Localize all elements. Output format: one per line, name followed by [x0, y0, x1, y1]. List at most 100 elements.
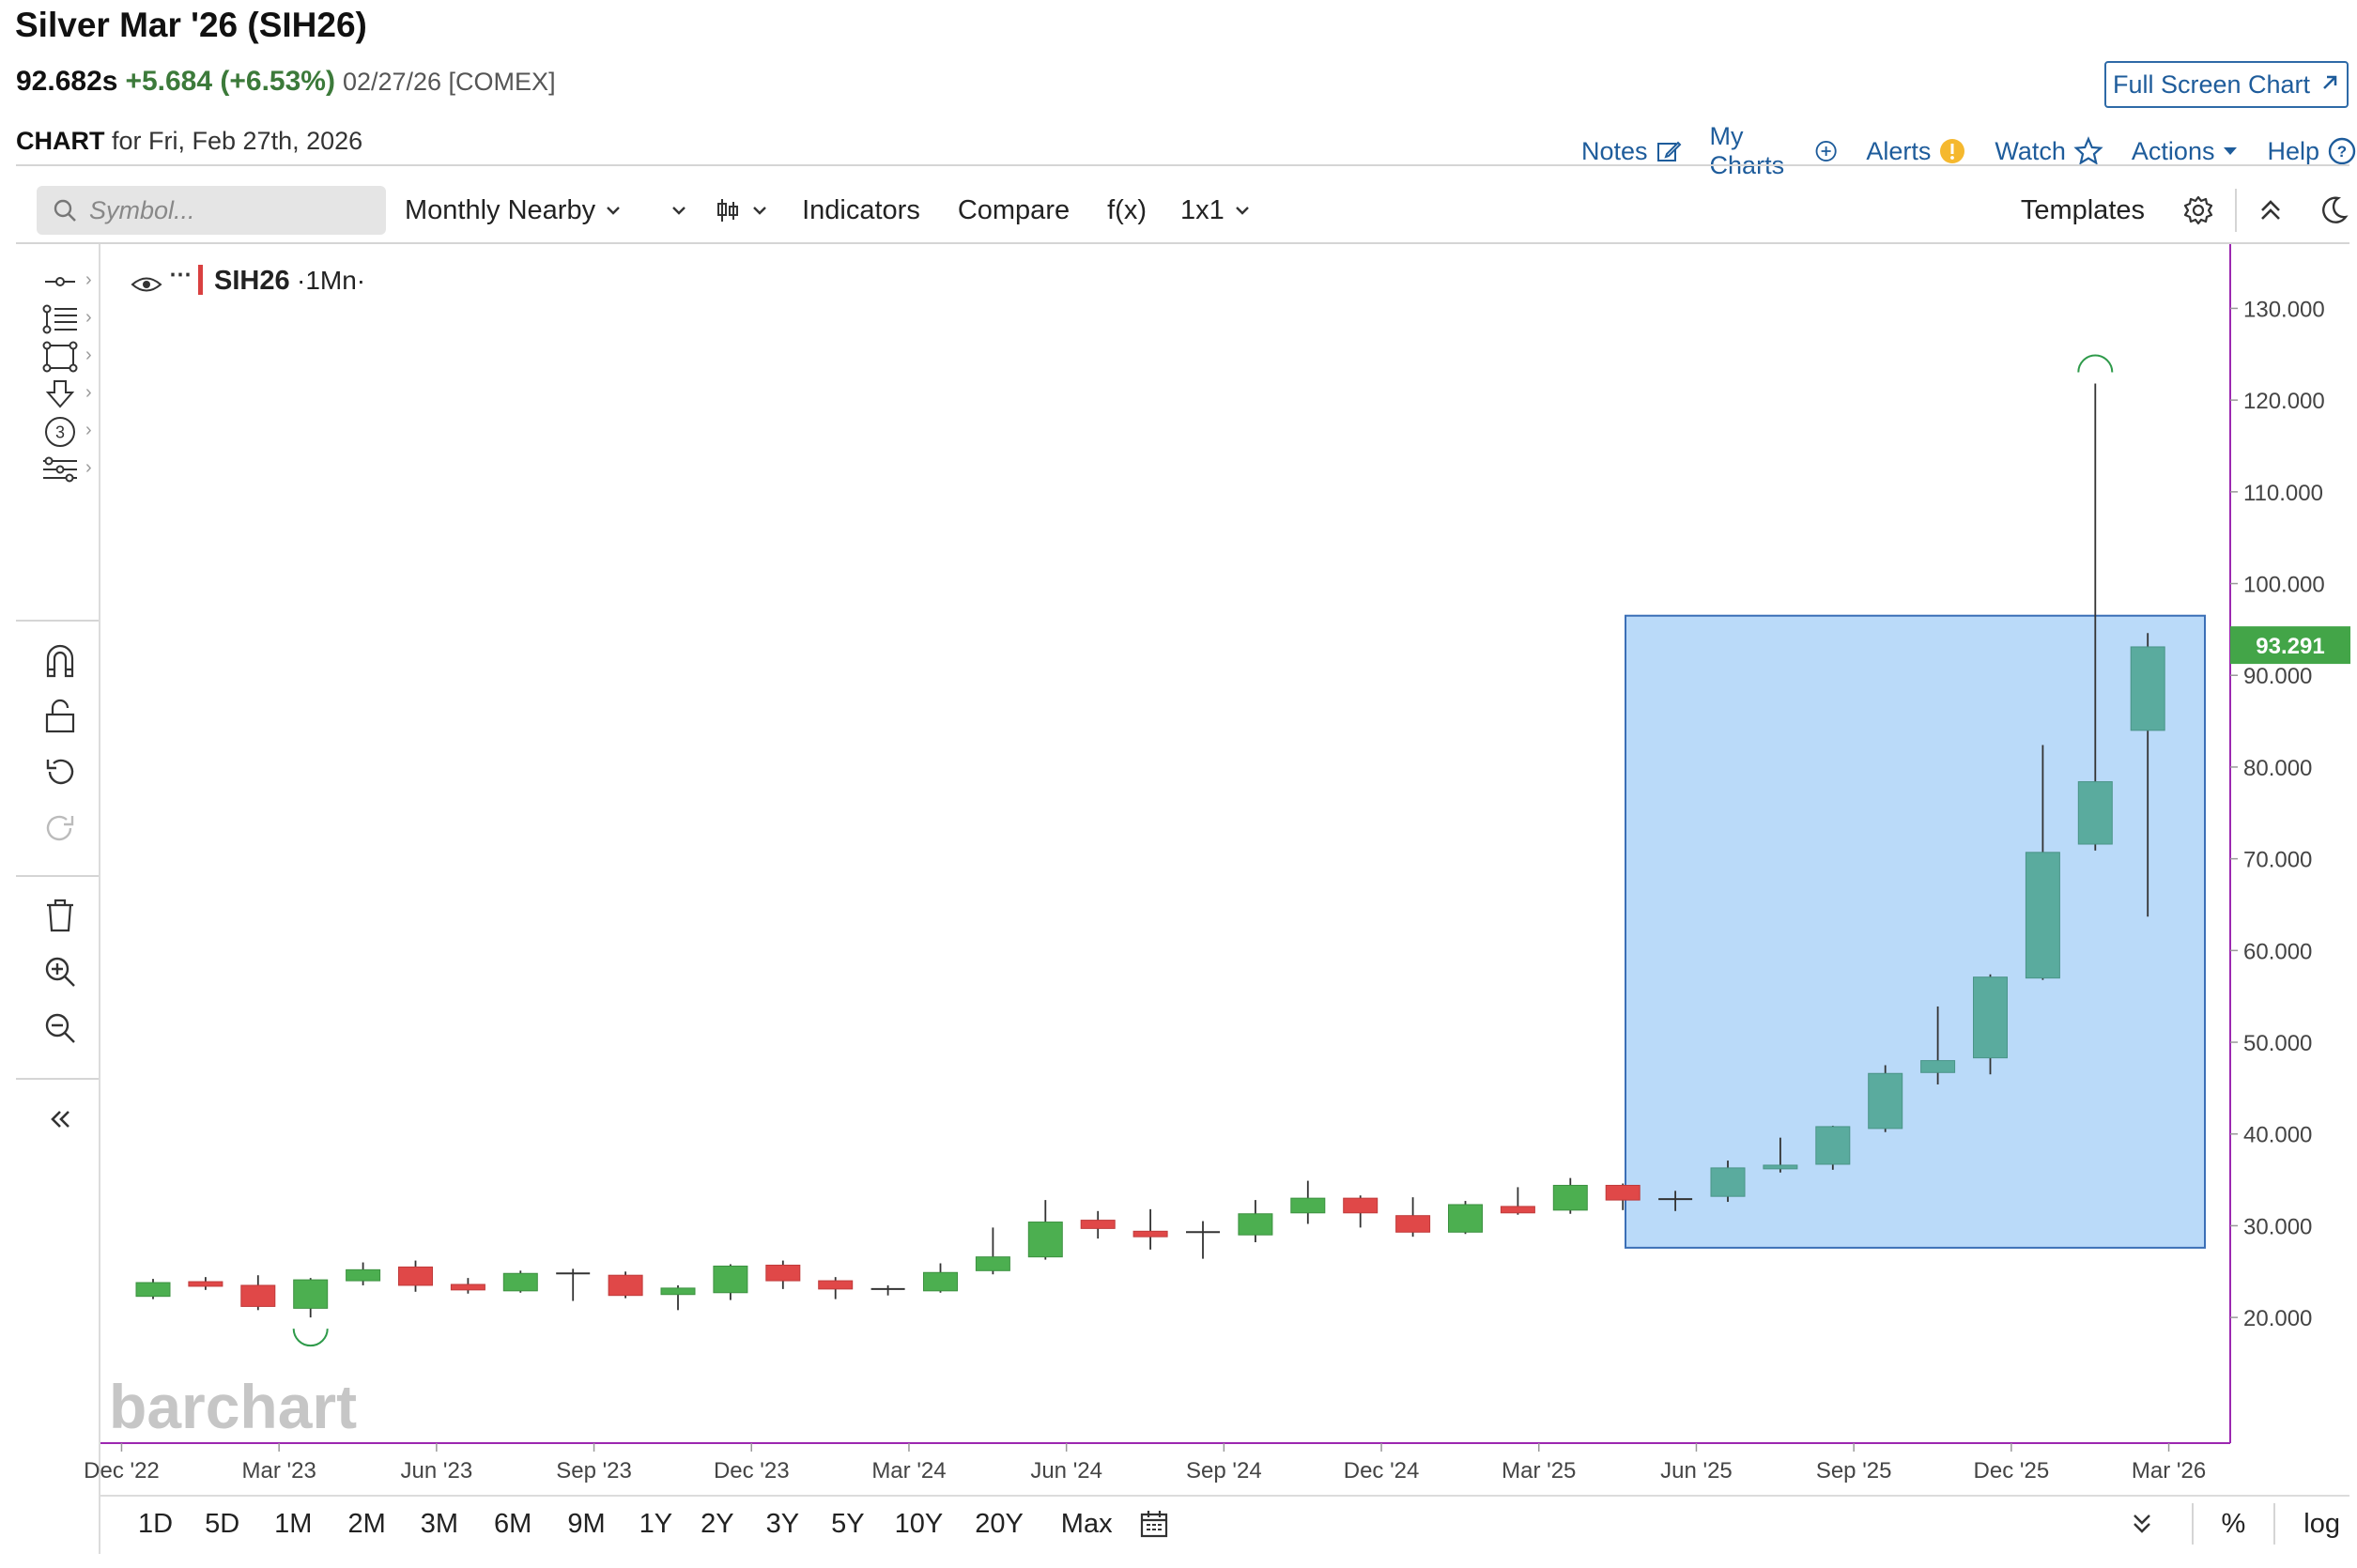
timeframe-3m[interactable]: 3M [420, 1508, 459, 1539]
y-tick-label: 60.000 [2243, 939, 2312, 964]
legend-symbol: SIH26 [214, 266, 290, 296]
calendar-icon[interactable] [1139, 1509, 1169, 1539]
timeframe-10y[interactable]: 10Y [894, 1508, 944, 1539]
fib-tool[interactable] [37, 296, 84, 343]
fx-button[interactable]: f(x) [1107, 194, 1147, 225]
templates-button[interactable]: Templates [2020, 194, 2145, 225]
watch-link[interactable]: Watch [1995, 136, 2103, 166]
period-dropdown[interactable] [670, 204, 687, 217]
chevron-down-icon [753, 207, 766, 215]
timeframe-5d[interactable]: 5D [205, 1508, 240, 1539]
selection-rectangle[interactable] [1625, 614, 2206, 1249]
candle-body [1763, 1164, 1798, 1170]
timeframe-max[interactable]: Max [1060, 1508, 1113, 1539]
quote-date-exchange: 02/27/26 [COMEX] [342, 68, 556, 96]
candle-body [1290, 1197, 1326, 1214]
chevron-right-icon: › [85, 457, 92, 478]
fibonacci-icon [42, 304, 77, 334]
x-tick-label: Mar '25 [1502, 1458, 1576, 1483]
timeframe-1y[interactable]: 1Y [639, 1508, 673, 1539]
alerts-link[interactable]: Alerts [1866, 137, 1966, 166]
candle-body [1448, 1204, 1483, 1233]
symbol-search[interactable]: Symbol... [37, 186, 386, 235]
y-tick-label: 70.000 [2243, 848, 2312, 873]
settings-button[interactable] [2182, 194, 2214, 226]
search-input[interactable]: Symbol... [89, 195, 195, 224]
last-price-badge [2230, 626, 2350, 665]
candlestick-icon [717, 199, 739, 222]
timeframe-3y[interactable]: 3Y [765, 1508, 800, 1539]
timeframe-2m[interactable]: 2M [347, 1508, 386, 1539]
compare-button[interactable]: Compare [957, 194, 1071, 225]
candle-body [608, 1274, 643, 1297]
alerts-label: Alerts [1866, 136, 1932, 165]
chevrons-down-icon[interactable] [2130, 1511, 2154, 1537]
indicators-button[interactable]: Indicators [802, 194, 920, 225]
magnet-button[interactable] [37, 637, 84, 684]
chart-type-select[interactable] [714, 196, 768, 224]
zoom-in-button[interactable] [37, 948, 84, 995]
pattern-tool-icon [43, 456, 77, 483]
drawing-toolbar: › › › › 3 › › [16, 244, 100, 1554]
zoom-out-button[interactable] [37, 1005, 84, 1052]
alert-icon [1940, 139, 1965, 163]
timeframe-2y[interactable]: 2Y [701, 1508, 734, 1539]
trash-icon [47, 899, 73, 932]
swing-high-marker [2077, 354, 2114, 373]
visibility-eye-icon[interactable] [131, 277, 162, 292]
annotation-tool[interactable]: 3 [37, 408, 84, 455]
candle-body [975, 1256, 1010, 1271]
chevron-right-icon: › [85, 307, 92, 328]
percent-toggle[interactable]: % [2221, 1508, 2246, 1539]
actions-menu[interactable]: Actions [2132, 137, 2240, 166]
candle-body [293, 1279, 329, 1309]
plus-circle-icon [1815, 140, 1837, 162]
shape-tool[interactable] [37, 333, 84, 380]
timeframe-20y[interactable]: 20Y [975, 1508, 1024, 1539]
timeframe-1d[interactable]: 1D [138, 1508, 174, 1539]
candle-body [660, 1287, 696, 1296]
y-tick-label: 130.000 [2243, 297, 2325, 322]
actions-label: Actions [2131, 136, 2215, 165]
redo-button[interactable] [37, 805, 84, 852]
line-tool[interactable] [37, 258, 84, 305]
log-toggle[interactable]: log [2303, 1508, 2340, 1539]
timeframe-6m[interactable]: 6M [494, 1508, 532, 1539]
x-tick-label: Dec '23 [714, 1458, 790, 1483]
toolbar-separator [16, 1078, 99, 1080]
gear-icon [2183, 195, 2213, 225]
help-link[interactable]: Help ? [2267, 136, 2357, 166]
notes-link[interactable]: Notes [1581, 137, 1682, 166]
layout-select[interactable]: 1x1 [1180, 195, 1251, 226]
redo-icon [46, 815, 74, 841]
dark-mode-button[interactable] [2318, 194, 2349, 226]
last-price: 92.682s [16, 66, 118, 97]
more-options-icon[interactable]: ⋯ [169, 262, 192, 287]
series-color-swatch [198, 265, 203, 295]
collapse-toolbar-button[interactable] [37, 1096, 84, 1143]
toolbar-separator [16, 875, 99, 877]
chevrons-up-icon [2261, 200, 2280, 220]
candle-body [923, 1271, 958, 1292]
x-tick-label: Jun '25 [1660, 1458, 1733, 1483]
last-price-label: 93.291 [2256, 634, 2324, 659]
full-screen-chart-button[interactable]: Full Screen Chart [2104, 61, 2349, 108]
timeframe-9m[interactable]: 9M [567, 1508, 606, 1539]
timeframe-1m[interactable]: 1M [274, 1508, 313, 1539]
undo-button[interactable] [37, 748, 84, 795]
pattern-tool[interactable] [37, 446, 84, 493]
notes-label: Notes [1581, 136, 1648, 165]
chart-date-label: CHART for Fri, Feb 27th, 2026 [16, 127, 362, 156]
timeframe-5y[interactable]: 5Y [831, 1508, 865, 1539]
candle-body [502, 1272, 538, 1292]
x-tick-label: Sep '23 [556, 1458, 632, 1483]
y-tick-label: 20.000 [2243, 1306, 2312, 1331]
lock-button[interactable] [37, 693, 84, 740]
help-label: Help [2267, 136, 2319, 165]
delete-button[interactable] [37, 892, 84, 939]
y-tick-label: 30.000 [2243, 1214, 2312, 1239]
arrow-tool[interactable] [37, 371, 84, 418]
collapse-button[interactable] [2257, 196, 2284, 224]
aggregation-select[interactable]: Monthly Nearby [405, 195, 622, 226]
